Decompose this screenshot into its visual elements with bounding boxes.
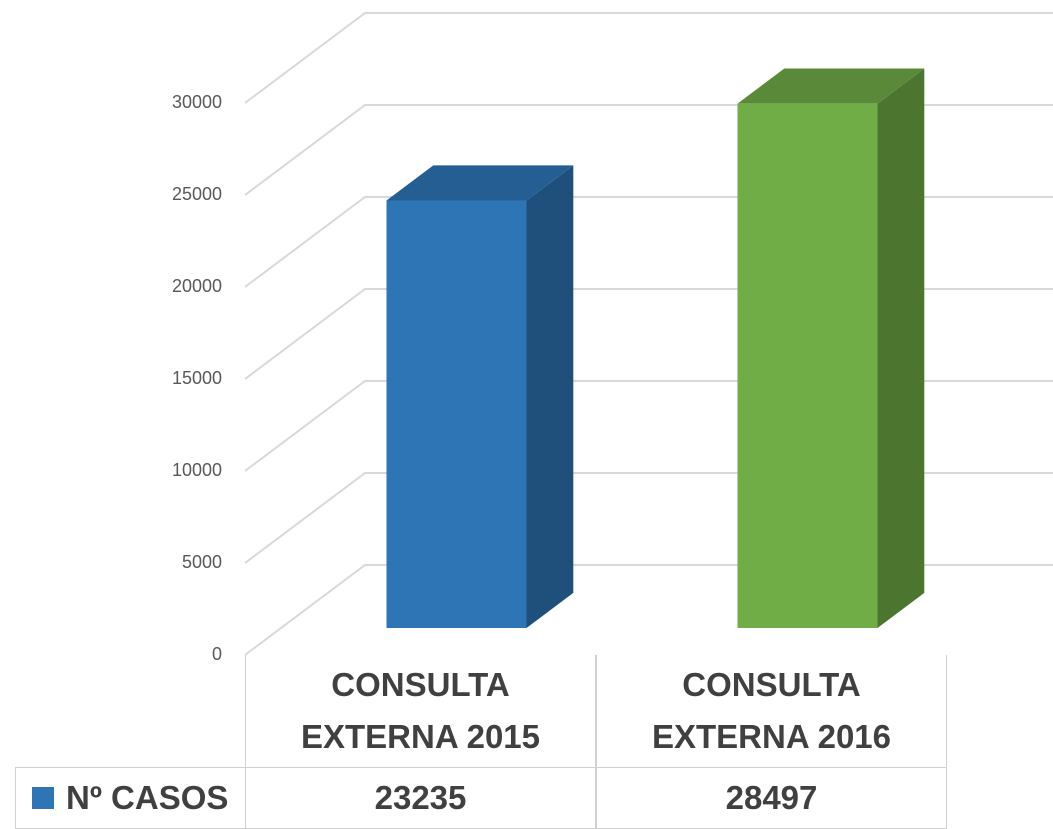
table-value-text: 23235 bbox=[374, 779, 467, 816]
category-label: CONSULTA EXTERNA 2015 bbox=[245, 655, 596, 768]
y-tick-label: 5000 bbox=[182, 552, 222, 572]
grid-line bbox=[244, 104, 1053, 196]
table-value-text: 28497 bbox=[725, 779, 818, 816]
y-tick-label: 25000 bbox=[172, 184, 222, 204]
grid-line bbox=[244, 196, 1053, 288]
legend-cell: Nº CASOS bbox=[15, 767, 246, 829]
category-label-text: CONSULTA EXTERNA 2016 bbox=[651, 666, 892, 755]
grid-line bbox=[244, 380, 1053, 472]
table-value: 28497 bbox=[596, 767, 947, 829]
bar bbox=[386, 200, 527, 628]
category-label: CONSULTA EXTERNA 2016 bbox=[596, 655, 947, 768]
bar-side bbox=[877, 68, 925, 629]
grid-line bbox=[244, 564, 1053, 656]
category-label-text: CONSULTA EXTERNA 2015 bbox=[300, 666, 541, 755]
y-tick-label: 15000 bbox=[172, 368, 222, 388]
y-tick-label: 30000 bbox=[172, 92, 222, 112]
bar-side bbox=[526, 165, 574, 628]
legend-label: Nº CASOS bbox=[66, 779, 229, 816]
bar-top bbox=[737, 68, 925, 104]
grid-line bbox=[244, 472, 1053, 564]
y-tick-label: 0 bbox=[212, 644, 222, 664]
legend-key bbox=[32, 787, 54, 809]
table-value: 23235 bbox=[245, 767, 596, 829]
y-tick-label: 20000 bbox=[172, 276, 222, 296]
grid-line bbox=[244, 12, 1053, 104]
y-tick-label: 10000 bbox=[172, 460, 222, 480]
bar-top bbox=[386, 165, 574, 201]
bar bbox=[737, 103, 878, 628]
grid-line bbox=[244, 288, 1053, 380]
